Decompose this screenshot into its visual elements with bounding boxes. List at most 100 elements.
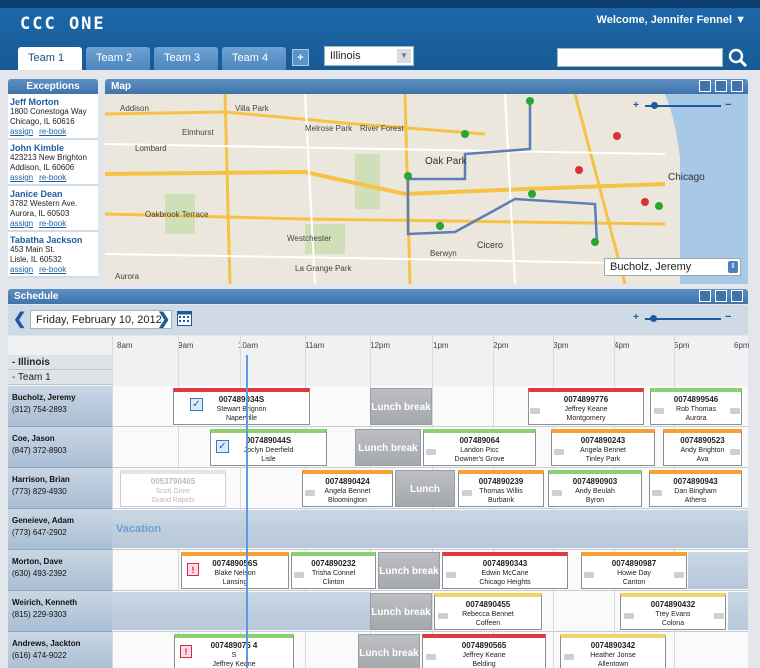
grid-view-icon[interactable] — [699, 80, 711, 92]
appointment-card[interactable]: 0074890343 Edwin McCane Chicago Heights — [442, 552, 568, 589]
tab-team-1[interactable]: Team 1 — [18, 47, 82, 70]
card-handle[interactable] — [462, 490, 472, 496]
minimize-icon[interactable] — [715, 290, 727, 302]
card-handle[interactable] — [564, 654, 574, 660]
group-team[interactable]: - Team 1 — [8, 370, 112, 385]
appointment-card[interactable]: 007489064 Landon Picc Downer's Grove — [423, 429, 536, 466]
driver-row-label[interactable]: Andrews, Jackton (616) 474-9022 — [8, 632, 112, 668]
driver-row-label[interactable]: Harrison, Brian (773) 829-4930 — [8, 468, 112, 509]
card-handle[interactable] — [294, 572, 304, 578]
appointment-card[interactable]: 007489075 4 S Jeffrey Keane — [174, 634, 294, 668]
card-handle[interactable] — [552, 490, 562, 496]
route-map[interactable]: Addison Elmhurst Villa Park Oakbrook Ter… — [105, 94, 748, 284]
appointment-card[interactable]: 0074890903 Andy Beulah Byron — [548, 470, 642, 507]
lunch-break-block[interactable]: Lunch break — [395, 470, 455, 532]
next-day-button[interactable]: ❯ — [157, 311, 171, 328]
zoom-in-icon[interactable]: + — [633, 100, 639, 111]
zoom-handle[interactable] — [651, 102, 658, 109]
card-handle[interactable] — [305, 490, 315, 496]
appointment-card[interactable]: 007489044S Joclyn Deerfield Lisle — [210, 429, 327, 466]
driver-row-label[interactable]: Weirich, Kenneth (815) 229-9303 — [8, 591, 112, 632]
rebook-link[interactable]: re-book — [39, 265, 67, 274]
card-handle[interactable] — [674, 572, 684, 578]
search-icon[interactable] — [728, 48, 748, 68]
zoom-in-icon[interactable]: + — [633, 312, 639, 323]
card-handle[interactable] — [624, 613, 634, 619]
assign-link[interactable]: assign — [10, 173, 34, 182]
calendar-icon[interactable] — [177, 311, 192, 326]
user-menu[interactable]: Welcome, Jennifer Fennel ▼ — [597, 14, 746, 26]
rebook-link[interactable]: re-book — [39, 173, 67, 182]
group-state[interactable]: - Illinois — [8, 355, 112, 370]
card-handle[interactable] — [446, 572, 456, 578]
driver-row-label[interactable]: Coe, Jason (847) 372-8903 — [8, 427, 112, 468]
search-input[interactable] — [557, 48, 723, 67]
appointment-card[interactable]: 0074890342 Heather Jonse Allentown — [560, 634, 666, 668]
driver-row-label[interactable]: Morton, Dave (630) 493-2392 — [8, 550, 112, 591]
driver-row-label[interactable]: Geneieve, Adam (773) 647-2902 — [8, 509, 112, 550]
tab-team-4[interactable]: Team 4 — [222, 47, 286, 70]
card-handle[interactable] — [730, 408, 740, 414]
exception-name[interactable]: Janice Dean — [10, 189, 63, 199]
minimize-icon[interactable] — [715, 80, 727, 92]
zoom-out-icon[interactable]: − — [725, 99, 732, 111]
assign-link[interactable]: assign — [10, 219, 34, 228]
lunch-break-block[interactable]: Lunch break — [370, 388, 432, 425]
card-handle[interactable] — [652, 490, 662, 496]
appointment-card[interactable]: 0074899546 Rob Thomas Aurora — [650, 388, 742, 425]
appointment-card[interactable]: 0074890523 Andy Brighton Ava — [663, 429, 742, 466]
schedule-zoom-slider[interactable]: + − — [633, 311, 733, 323]
card-handle[interactable] — [554, 449, 564, 455]
prev-day-button[interactable]: ❮ — [13, 311, 27, 328]
checkbox-checked-icon[interactable]: ✓ — [216, 440, 229, 453]
tab-team-2[interactable]: Team 2 — [86, 47, 150, 70]
zoom-handle[interactable] — [650, 315, 657, 322]
card-handle[interactable] — [426, 654, 436, 660]
state-select[interactable]: Illinois ▼ — [324, 46, 414, 66]
card-handle[interactable] — [654, 408, 664, 414]
zoom-out-icon[interactable]: − — [725, 311, 732, 323]
lunch-break-block[interactable]: Lunch break — [358, 634, 420, 668]
warning-icon[interactable]: ! — [180, 645, 192, 658]
appointment-card[interactable]: 0074890455 Rebecca Bennet Coffeen — [434, 593, 542, 630]
card-handle[interactable] — [426, 449, 436, 455]
appointment-card[interactable]: 0074890232 Trisha Connel Clinton — [291, 552, 376, 589]
appointment-card[interactable]: 0074890943 Dan Bingham Athens — [649, 470, 742, 507]
assign-link[interactable]: assign — [10, 127, 34, 136]
exception-name[interactable]: Tabatha Jackson — [10, 235, 83, 245]
exception-name[interactable]: Jeff Morton — [10, 97, 59, 107]
card-handle[interactable] — [438, 613, 448, 619]
card-handle[interactable] — [584, 572, 594, 578]
lunch-break-block[interactable]: Lunch break — [378, 552, 440, 589]
popout-icon[interactable] — [731, 290, 743, 302]
card-handle[interactable] — [714, 613, 724, 619]
appointment-card[interactable]: 0074890243 Angela Bennet Tinley Park — [551, 429, 655, 466]
appointment-card[interactable]: 007489056S Blake Nelson Lansing — [181, 552, 289, 589]
rebook-link[interactable]: re-book — [39, 127, 67, 136]
driver-select[interactable]: Bucholz, Jeremy ⇕ — [604, 258, 741, 276]
card-handle[interactable] — [530, 408, 540, 414]
appointment-card[interactable]: 0074890424 Angela Bennet Bloomington — [302, 470, 393, 507]
lunch-break-block[interactable]: Lunch break — [370, 593, 432, 630]
appointment-card[interactable]: 0074890987 Howie Day Canton — [581, 552, 687, 589]
assign-link[interactable]: assign — [10, 265, 34, 274]
vacation-block[interactable]: Vacation — [112, 510, 748, 548]
add-tab-button[interactable]: + — [292, 49, 309, 66]
driver-row-label[interactable]: Bucholz, Jeremy (312) 754-2893 — [8, 386, 112, 427]
card-handle[interactable] — [730, 449, 740, 455]
appointment-card[interactable]: 0074890432 Trey Evans Colona — [620, 593, 726, 630]
rebook-link[interactable]: re-book — [39, 219, 67, 228]
appointment-card[interactable]: 0074890565 Jeffrey Keane Belding — [422, 634, 546, 668]
warning-icon[interactable]: ! — [187, 563, 199, 576]
checkbox-checked-icon[interactable]: ✓ — [190, 398, 203, 411]
date-field[interactable]: Friday, February 10, 2012 — [30, 310, 172, 329]
grid-view-icon[interactable] — [699, 290, 711, 302]
appointment-card[interactable]: 0074890239 Thomas Willis Burbank — [458, 470, 544, 507]
lunch-break-block[interactable]: Lunch break — [355, 429, 421, 466]
map-zoom-slider[interactable]: + − — [633, 99, 733, 111]
popout-icon[interactable] — [731, 80, 743, 92]
exception-name[interactable]: John Kimble — [10, 143, 65, 153]
appointment-card[interactable]: 0053790465 Scott Giner Grand Rapids — [120, 470, 226, 507]
appointment-card[interactable]: 0074899776 Jeffrey Keane Montgomery — [528, 388, 644, 425]
tab-team-3[interactable]: Team 3 — [154, 47, 218, 70]
